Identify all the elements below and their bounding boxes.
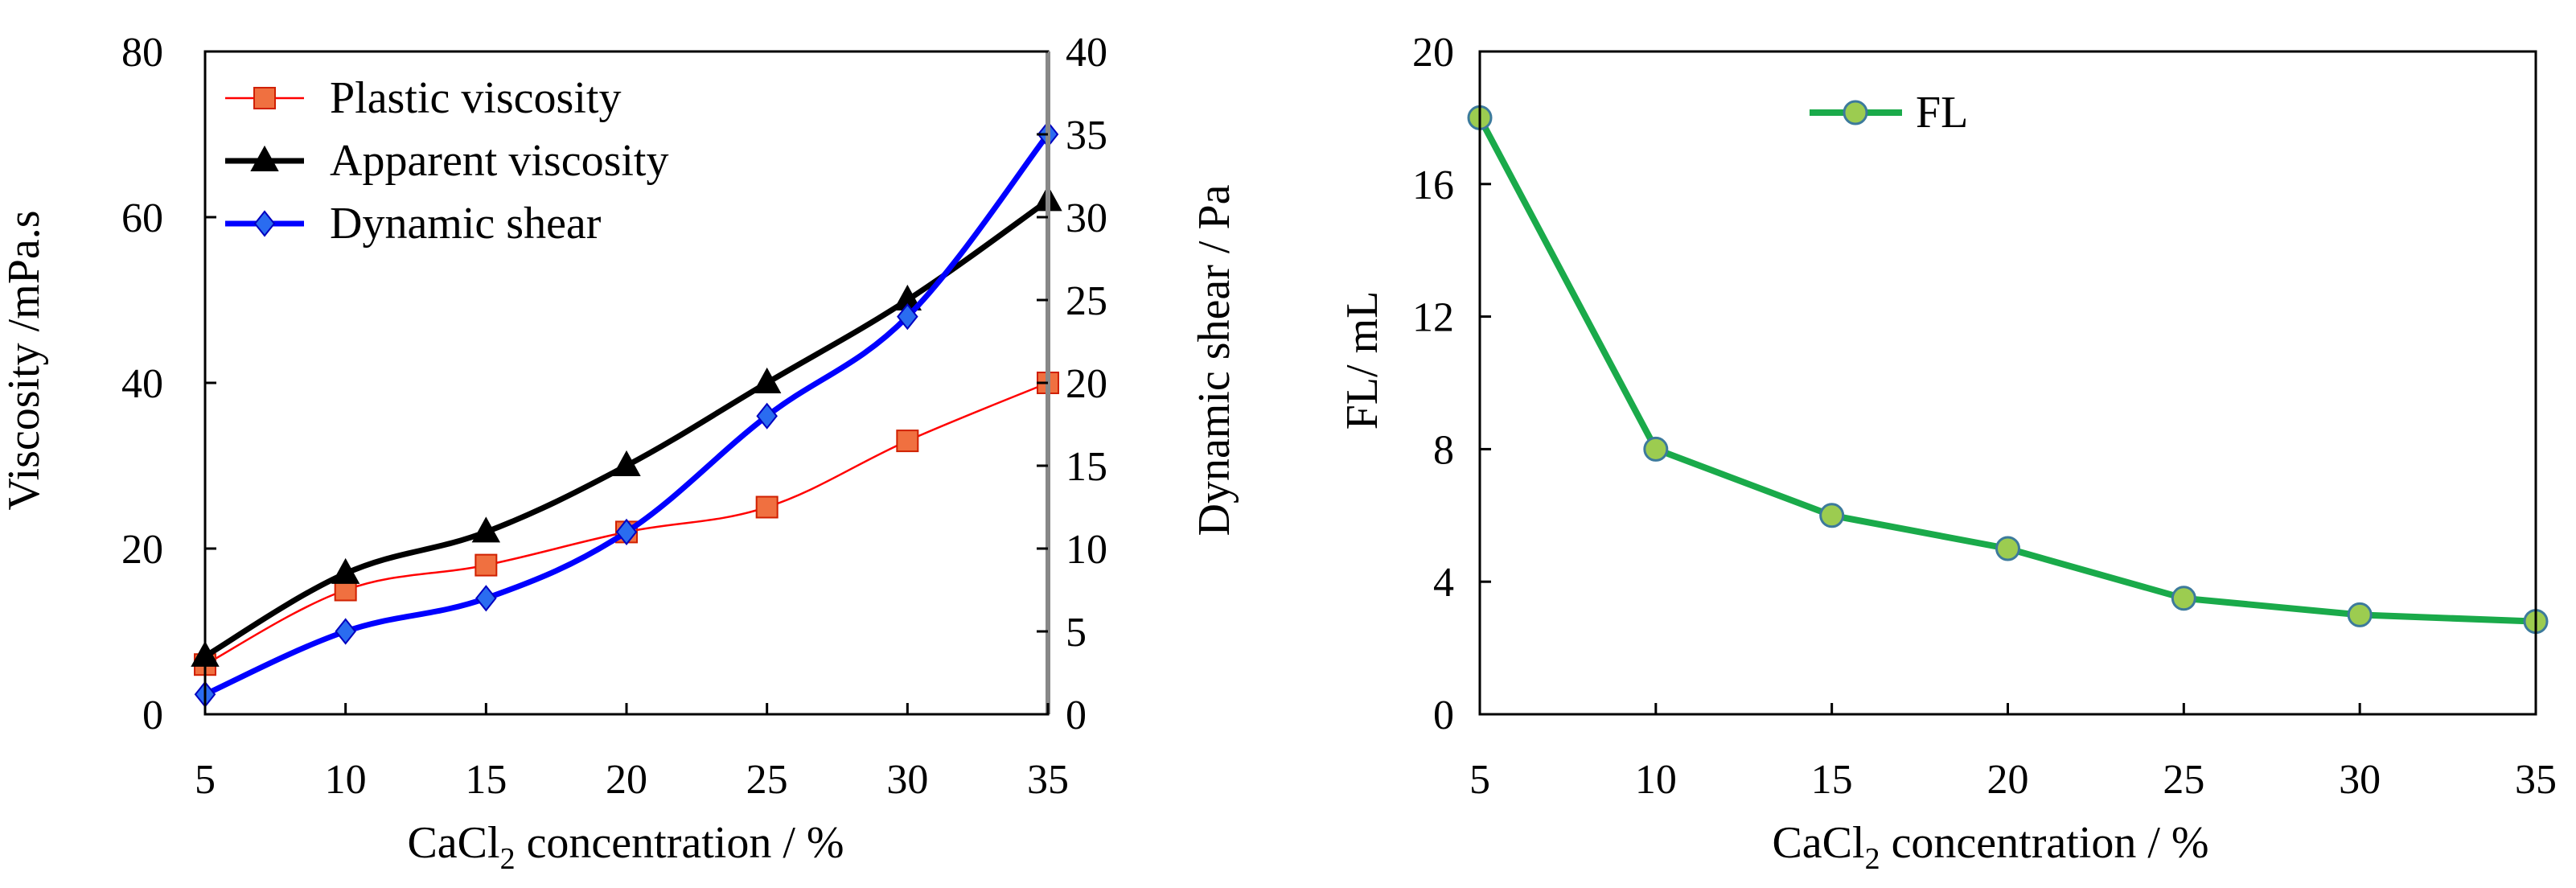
legend-marker xyxy=(250,145,279,171)
data-point xyxy=(612,450,641,476)
fl-data-point xyxy=(1643,436,1669,462)
right-y-tick-label: 5 xyxy=(1066,610,1087,656)
fl-x-tick-label: 5 xyxy=(1469,757,1490,803)
left-y-tick-label: 20 xyxy=(121,527,163,573)
fl-legend-label: FL xyxy=(1916,88,1968,138)
fl-x-axis-label: CaCl2 concentration / % xyxy=(1772,818,2208,876)
fl-y-tick-label: 12 xyxy=(1412,295,1454,341)
legend-label: Plastic viscosity xyxy=(330,73,621,123)
viscosity-chart-legend: Plastic viscosity Apparent viscosity Dynam… xyxy=(225,73,668,249)
fl-data-point xyxy=(1819,503,1845,528)
series-line-1 xyxy=(203,198,1050,659)
right-y-tick-label: 35 xyxy=(1066,113,1107,158)
data-point xyxy=(752,367,782,393)
right-y-tick-label: 40 xyxy=(1066,30,1107,76)
data-point xyxy=(896,430,919,453)
x-tick-label: 5 xyxy=(195,757,216,803)
legend-marker xyxy=(253,210,276,237)
x-tick-label: 35 xyxy=(1027,757,1069,803)
fl-data-point xyxy=(2347,602,2373,627)
fl-y-tick-label: 0 xyxy=(1433,693,1454,738)
data-point xyxy=(331,557,360,584)
x-tick-label: 30 xyxy=(886,757,928,803)
dynamic-shear-y-axis-label: Dynamic shear / Pa xyxy=(1189,184,1239,536)
viscosity-x-axis-label: CaCl2 concentration / % xyxy=(407,818,844,876)
data-point xyxy=(475,553,498,577)
fl-x-tick-label: 30 xyxy=(2339,757,2381,803)
fl-x-tick-label: 20 xyxy=(1987,757,2029,803)
legend-label: Apparent viscosity xyxy=(330,136,668,186)
x-tick-label: 20 xyxy=(606,757,647,803)
data-point xyxy=(897,302,918,331)
left-y-tick-label: 0 xyxy=(142,693,163,738)
data-point xyxy=(475,585,497,612)
x-tick-label: 10 xyxy=(325,757,367,803)
fluid-loss-chart-legend: FL xyxy=(1810,88,1968,138)
x-tick-label: 15 xyxy=(465,757,507,803)
left-y-tick-label: 80 xyxy=(121,30,163,76)
right-y-tick-label: 0 xyxy=(1066,693,1087,738)
fl-x-tick-label: 10 xyxy=(1635,757,1677,803)
fl-y-tick-label: 8 xyxy=(1433,427,1454,473)
legend-marker xyxy=(253,87,276,109)
left-y-tick-label: 40 xyxy=(121,361,163,407)
data-point xyxy=(615,518,638,546)
fl-y-tick-label: 20 xyxy=(1412,30,1454,76)
right-y-tick-label: 10 xyxy=(1066,527,1107,573)
data-point xyxy=(756,402,778,430)
fl-x-tick-label: 25 xyxy=(2163,757,2204,803)
fl-x-tick-label: 15 xyxy=(1811,757,1853,803)
fl-data-point xyxy=(2171,586,2196,611)
fl-legend-marker xyxy=(1843,100,1868,125)
fl-y-axis-label: FL/ mL xyxy=(1337,291,1387,430)
fl-data-point xyxy=(1995,536,2020,561)
right-y-tick-label: 20 xyxy=(1066,361,1107,407)
data-point xyxy=(471,516,501,543)
legend-label: Dynamic shear xyxy=(330,199,602,249)
fl-x-tick-label: 35 xyxy=(2515,757,2557,803)
viscosity-y-axis-label: Viscosity /mPa.s xyxy=(0,210,49,510)
right-y-tick-label: 30 xyxy=(1066,195,1107,241)
fluid-loss-chart: 0 4 8 12 16 20 5 10 15 20 25 30 35 FL FL/ mL CaCl2 c… xyxy=(1337,30,2557,876)
data-point xyxy=(755,495,779,519)
fl-y-tick-label: 16 xyxy=(1412,162,1454,208)
x-tick-label: 25 xyxy=(746,757,788,803)
right-y-tick-label: 25 xyxy=(1066,278,1107,324)
left-y-tick-label: 60 xyxy=(121,195,163,241)
fl-y-tick-label: 4 xyxy=(1433,560,1454,606)
right-y-tick-label: 15 xyxy=(1066,444,1107,490)
data-point xyxy=(335,618,356,645)
